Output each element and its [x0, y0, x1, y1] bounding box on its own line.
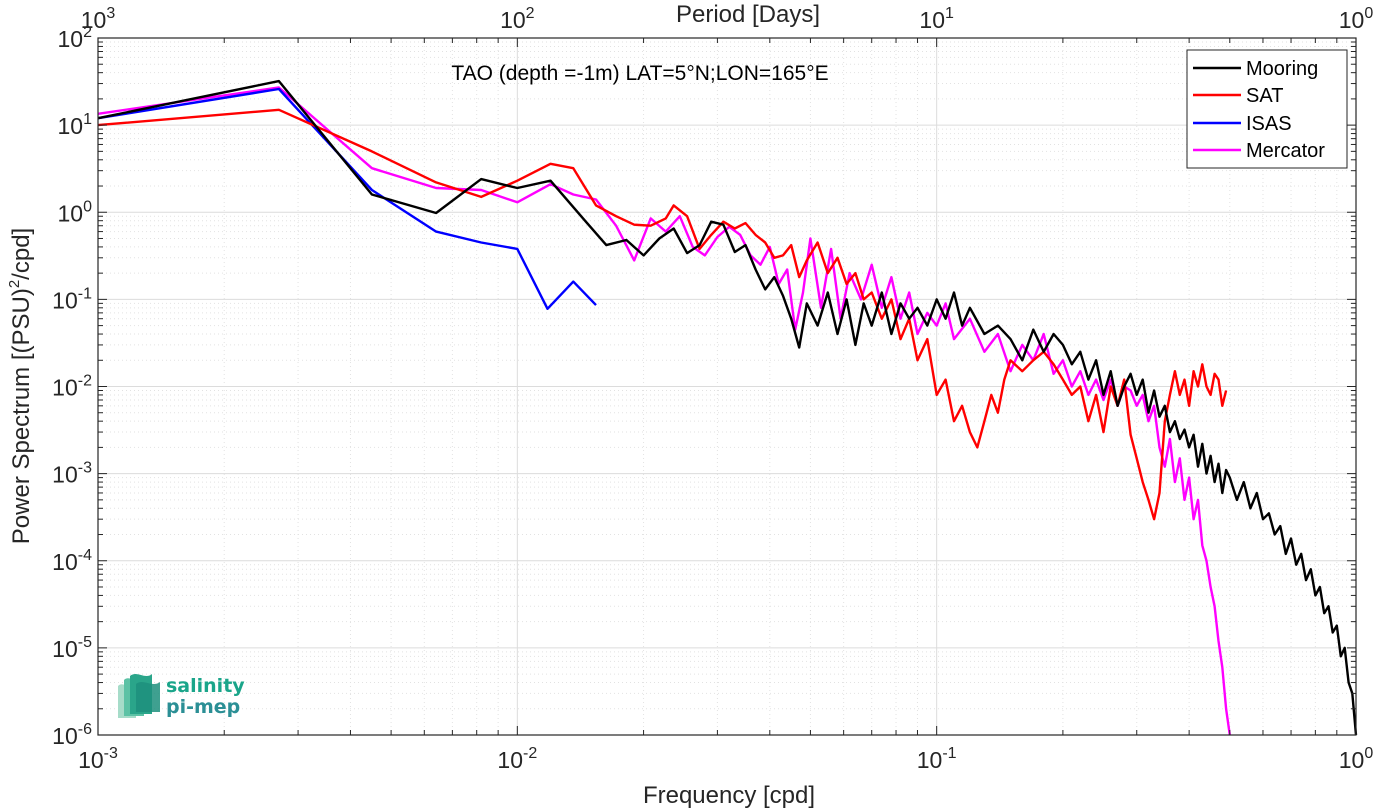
y-tick-label-base: 10 — [58, 113, 84, 139]
x-axis-title: Frequency [cpd] — [643, 782, 815, 809]
y-tick-label: 10-1 — [52, 285, 92, 313]
x-tick-label: 10-1 — [917, 745, 957, 773]
series-line-sat — [97, 108, 1228, 521]
y-tick-label-exponent: 0 — [83, 198, 92, 215]
y-tick-label-exponent: -2 — [78, 373, 92, 390]
x2-tick-label-exponent: 2 — [526, 5, 535, 22]
y-tick-label-exponent: -1 — [78, 285, 92, 302]
y-tick-label-exponent: -6 — [78, 721, 92, 738]
y-axis-title: Power Spectrum [(PSU)2/cpd] — [6, 228, 35, 544]
x2-tick-label-base: 10 — [500, 7, 526, 33]
legend-label-isas: ISAS — [1246, 113, 1292, 135]
y-tick-label: 10-6 — [52, 721, 92, 749]
y-tick-label-exponent: 2 — [83, 24, 92, 41]
axis-ticks — [98, 38, 1356, 735]
x-tick-label-exponent: 0 — [1364, 745, 1373, 762]
y-axis-title-superscript: 2 — [6, 280, 23, 288]
x-tick-label: 10-2 — [497, 745, 537, 773]
x-tick-label: 100 — [1339, 745, 1374, 773]
x2-tick-label: 103 — [81, 5, 116, 33]
y-axis-title-main: Power Spectrum [(PSU) — [8, 288, 35, 544]
y-tick-label: 101 — [58, 111, 93, 139]
x2-axis-title: Period [Days] — [676, 1, 820, 28]
x2-tick-label: 102 — [500, 5, 535, 33]
salinity-pi-mep-logo: salinity pi-mep — [118, 674, 245, 718]
y-tick-label-base: 10 — [52, 636, 78, 662]
y-tick-label: 100 — [58, 198, 93, 226]
x-tick-label-exponent: -1 — [942, 745, 956, 762]
x2-tick-label-exponent: 3 — [106, 5, 115, 22]
y-tick-label: 10-4 — [52, 547, 92, 575]
x-tick-label-exponent: -2 — [523, 745, 537, 762]
x-tick-label: 10-3 — [78, 745, 118, 773]
legend: Mooring SAT ISAS Mercator — [1186, 49, 1348, 169]
y-tick-label-exponent: 1 — [83, 111, 92, 128]
series-lines — [97, 79, 1358, 736]
legend-label-mercator: Mercator — [1246, 140, 1325, 162]
x-tick-label-base: 10 — [1339, 747, 1365, 773]
legend-label-mooring: Mooring — [1246, 58, 1318, 80]
y-tick-label-exponent: -5 — [78, 634, 92, 651]
chart-title: TAO (depth =-1m) LAT=5°N;LON=165°E — [451, 62, 828, 85]
x2-tick-label-base: 10 — [919, 7, 945, 33]
x2-tick-label: 100 — [1339, 5, 1374, 33]
y-tick-label-exponent: -3 — [78, 460, 92, 477]
y-tick-label-base: 10 — [52, 462, 78, 488]
y-tick-label-exponent: -4 — [78, 547, 92, 564]
y-tick-label-base: 10 — [52, 723, 78, 749]
series-line-mooring — [97, 79, 1358, 736]
y-tick-label-base: 10 — [58, 26, 84, 52]
y-tick-label: 10-3 — [52, 460, 92, 488]
legend-label-sat: SAT — [1246, 85, 1283, 107]
y-tick-label: 10-2 — [52, 373, 92, 401]
x2-tick-label-base: 10 — [1339, 7, 1365, 33]
y-axis-title-tail: /cpd] — [8, 228, 35, 280]
y-tick-label-base: 10 — [58, 200, 84, 226]
y-tick-label: 102 — [58, 24, 93, 52]
y-tick-label-base: 10 — [52, 549, 78, 575]
wave-logo-icon — [118, 674, 160, 718]
x-tick-label-base: 10 — [497, 747, 523, 773]
legend-box — [1186, 49, 1348, 169]
logo-text-salinity: salinity — [166, 675, 245, 697]
x2-tick-label-exponent: 0 — [1364, 5, 1373, 22]
x-tick-label-base: 10 — [917, 747, 943, 773]
y-tick-label-base: 10 — [52, 375, 78, 401]
series-line-mercator — [97, 86, 1231, 736]
x2-tick-label-exponent: 1 — [945, 5, 954, 22]
x-tick-label-exponent: -3 — [104, 745, 118, 762]
y-tick-label-base: 10 — [52, 287, 78, 313]
y-tick-label: 10-5 — [52, 634, 92, 662]
x2-tick-label-base: 10 — [81, 7, 107, 33]
x2-tick-label: 101 — [919, 5, 954, 33]
x-tick-label-base: 10 — [78, 747, 104, 773]
logo-text-pi-mep: pi-mep — [166, 696, 240, 718]
